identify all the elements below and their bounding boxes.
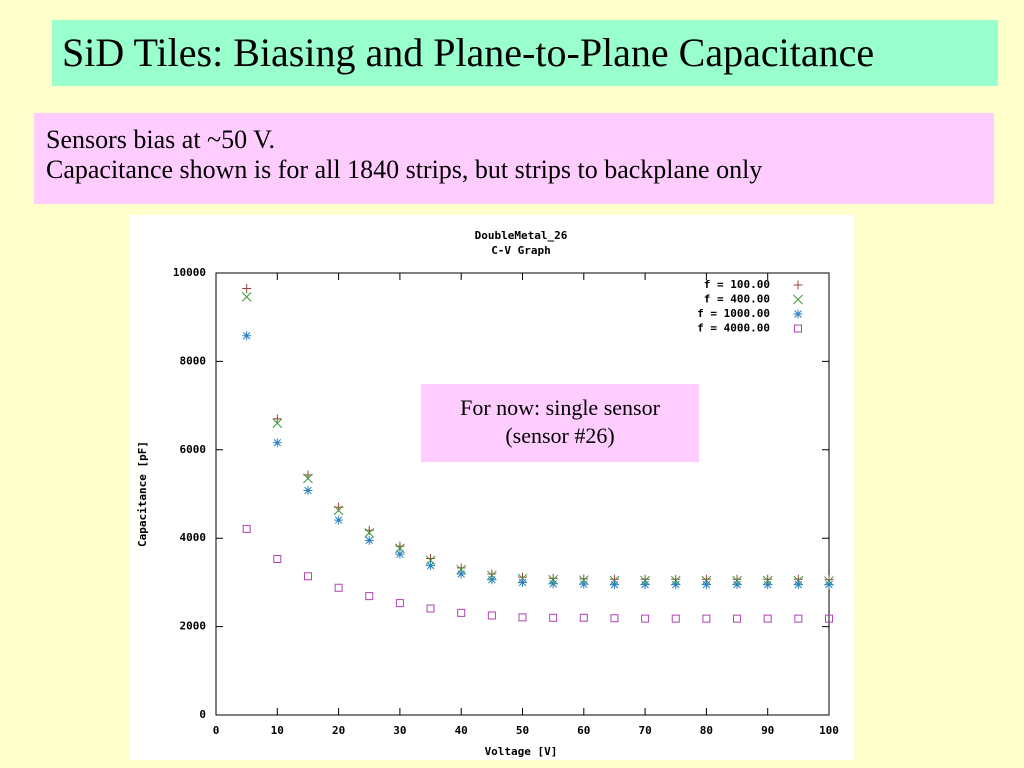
text-box: Sensors bias at ~50 V. Capacitance shown…: [34, 113, 994, 204]
data-point: [548, 579, 558, 589]
legend-marker: [794, 324, 802, 333]
data-point: [426, 561, 436, 571]
y-tick-label: 0: [199, 708, 206, 721]
data-point: [732, 580, 742, 590]
x-tick-label: 70: [638, 724, 651, 737]
slide-title: SiD Tiles: Biasing and Plane-to-Plane Ca…: [52, 20, 998, 86]
data-point: [640, 580, 650, 590]
data-point: [273, 554, 282, 563]
data-point: [303, 572, 312, 581]
y-tick-label: 10000: [173, 266, 206, 279]
data-point: [793, 580, 803, 590]
data-point: [334, 583, 343, 592]
data-point: [487, 611, 496, 620]
x-tick-label: 90: [761, 724, 774, 737]
x-tick-label: 0: [213, 724, 220, 737]
x-tick-label: 50: [516, 724, 529, 737]
data-point: [426, 604, 435, 613]
data-point: [272, 414, 282, 424]
x-tick-label: 100: [819, 724, 839, 737]
annotation-line: For now: single sensor: [460, 395, 660, 420]
data-point: [457, 608, 466, 617]
chart: DoubleMetal_26 C-V Graph Voltage [V] Cap…: [136, 229, 839, 758]
data-point: [579, 579, 589, 589]
data-point: [395, 549, 405, 559]
text-line: Sensors bias at ~50 V.: [46, 125, 276, 154]
data-point: [303, 473, 313, 484]
chart-area: DoubleMetal_26 C-V Graph Voltage [V] Cap…: [129, 215, 853, 760]
x-tick-label: 60: [577, 724, 590, 737]
legend-label: f = 400.00: [704, 293, 770, 306]
y-tick-label: 6000: [180, 443, 207, 456]
data-point: [272, 438, 282, 448]
x-tick-label: 30: [393, 724, 406, 737]
data-point: [333, 505, 344, 516]
data-point: [395, 599, 404, 608]
data-point: [241, 292, 252, 302]
data-point: [671, 614, 680, 623]
y-tick-label: 4000: [180, 531, 207, 544]
data-point: [365, 592, 374, 601]
data-point: [518, 613, 527, 622]
data-point: [242, 331, 252, 341]
data-point: [702, 614, 711, 623]
data-point: [763, 614, 772, 623]
y-axis-label: Capacitance [pF]: [136, 441, 149, 547]
legend-marker: [793, 280, 803, 290]
x-axis-label: Voltage [V]: [485, 745, 558, 758]
data-point: [334, 515, 344, 525]
chart-title: DoubleMetal_26: [475, 229, 568, 242]
x-tick-label: 40: [455, 724, 468, 737]
data-point: [303, 485, 313, 495]
legend-marker: [793, 294, 803, 305]
data-point: [518, 577, 527, 587]
data-point: [763, 580, 773, 590]
legend-label: f = 4000.00: [697, 322, 770, 335]
data-point: [733, 614, 742, 623]
data-point: [364, 528, 375, 538]
x-tick-label: 10: [271, 724, 284, 737]
data-point: [671, 580, 681, 590]
data-point: [825, 614, 833, 623]
legend-label: f = 100.00: [704, 278, 770, 291]
data-point: [456, 569, 466, 579]
data-point: [395, 541, 405, 551]
data-point: [549, 613, 558, 622]
data-point: [272, 418, 283, 429]
data-point: [701, 580, 711, 590]
x-tick-label: 20: [332, 724, 345, 737]
data-point: [794, 614, 803, 623]
y-tick-label: 8000: [180, 354, 207, 367]
data-point: [824, 580, 834, 590]
legend-label: f = 1000.00: [697, 307, 770, 320]
legend-marker: [793, 309, 803, 319]
data-point: [487, 575, 497, 585]
text-line: Capacitance shown is for all 1840 strips…: [46, 155, 763, 184]
annotation: For now: single sensor (sensor #26): [421, 384, 699, 462]
data-point: [579, 613, 588, 622]
x-tick-label: 80: [700, 724, 713, 737]
annotation-line: (sensor #26): [505, 423, 615, 448]
data-point: [641, 614, 650, 623]
data-point: [242, 524, 251, 533]
data-point: [609, 580, 619, 590]
data-point: [610, 614, 619, 623]
chart-subtitle: C-V Graph: [491, 244, 551, 257]
data-point: [364, 535, 374, 545]
y-tick-label: 2000: [180, 620, 207, 633]
data-point: [242, 283, 252, 293]
